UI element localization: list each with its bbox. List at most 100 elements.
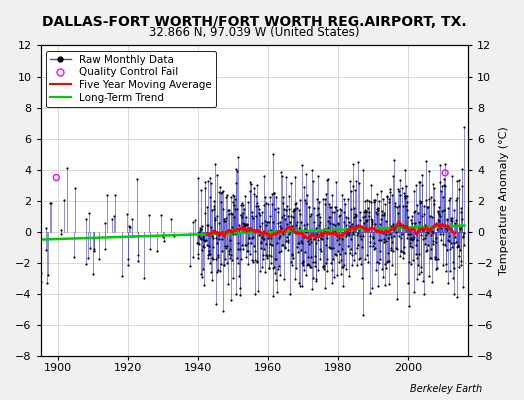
Point <box>445 226 454 232</box>
Point <box>358 166 367 173</box>
Point <box>70 254 79 261</box>
Point <box>245 235 253 241</box>
Point <box>416 179 424 185</box>
Point <box>435 203 443 210</box>
Point <box>442 268 450 275</box>
Point <box>348 221 356 228</box>
Point <box>414 179 423 185</box>
Point <box>257 240 265 246</box>
Point <box>449 259 457 266</box>
Point <box>346 178 354 185</box>
Point <box>296 197 304 204</box>
Point <box>294 240 303 246</box>
Point <box>417 232 425 238</box>
Point <box>160 238 168 244</box>
Point <box>374 283 383 289</box>
Point <box>260 269 269 276</box>
Point <box>253 258 261 264</box>
Point <box>276 272 285 278</box>
Point <box>412 276 421 282</box>
Point <box>435 162 444 168</box>
Point <box>353 232 361 238</box>
Point <box>450 207 458 214</box>
Point <box>213 212 222 219</box>
Point <box>377 188 385 194</box>
Point <box>82 261 90 268</box>
Point <box>277 169 285 175</box>
Point <box>346 223 354 230</box>
Point <box>225 211 233 217</box>
Point <box>437 236 445 243</box>
Point <box>259 236 267 242</box>
Point <box>358 312 367 319</box>
Point <box>269 219 277 225</box>
Point <box>243 222 251 228</box>
Point <box>133 176 141 183</box>
Point <box>329 244 337 251</box>
Point <box>444 205 453 212</box>
Point <box>285 193 293 199</box>
Point <box>351 210 359 217</box>
Point <box>455 186 463 192</box>
Point <box>243 221 251 227</box>
Point <box>412 251 420 258</box>
Point <box>343 231 351 237</box>
Point <box>287 258 295 265</box>
Point <box>256 238 265 245</box>
Point <box>239 220 247 226</box>
Point <box>407 244 416 250</box>
Point <box>300 222 308 228</box>
Point <box>207 224 215 230</box>
Point <box>227 210 236 216</box>
Point <box>391 222 400 229</box>
Point <box>440 176 448 182</box>
Point <box>230 214 238 220</box>
Point <box>345 230 353 236</box>
Point <box>198 247 206 254</box>
Point <box>362 209 370 215</box>
Point <box>248 215 257 221</box>
Point <box>282 238 290 244</box>
Point <box>431 254 439 260</box>
Point <box>304 204 313 211</box>
Point <box>230 202 238 208</box>
Point <box>378 266 386 273</box>
Point <box>260 202 268 208</box>
Point <box>219 308 227 314</box>
Point <box>102 192 111 198</box>
Point <box>235 272 243 279</box>
Point <box>439 262 447 268</box>
Point <box>406 240 414 246</box>
Point <box>275 262 283 269</box>
Point <box>285 206 293 212</box>
Point <box>372 227 380 233</box>
Point <box>395 188 403 194</box>
Point <box>305 204 313 210</box>
Point <box>328 267 336 274</box>
Point <box>340 262 348 268</box>
Point <box>231 231 239 237</box>
Point <box>428 279 436 285</box>
Point <box>269 264 277 271</box>
Point <box>194 250 202 257</box>
Point <box>268 242 277 248</box>
Point <box>418 212 427 219</box>
Point <box>292 229 301 235</box>
Point <box>370 246 378 252</box>
Point <box>228 210 236 217</box>
Point <box>431 266 440 272</box>
Point <box>395 233 403 240</box>
Point <box>407 234 415 241</box>
Point <box>344 273 353 280</box>
Point <box>318 231 326 237</box>
Point <box>237 242 246 249</box>
Point <box>382 218 390 224</box>
Point <box>264 228 272 234</box>
Point <box>214 252 222 258</box>
Point <box>321 196 330 202</box>
Point <box>397 235 405 242</box>
Point <box>424 204 432 210</box>
Point <box>128 232 137 239</box>
Point <box>264 200 272 207</box>
Point <box>195 240 203 247</box>
